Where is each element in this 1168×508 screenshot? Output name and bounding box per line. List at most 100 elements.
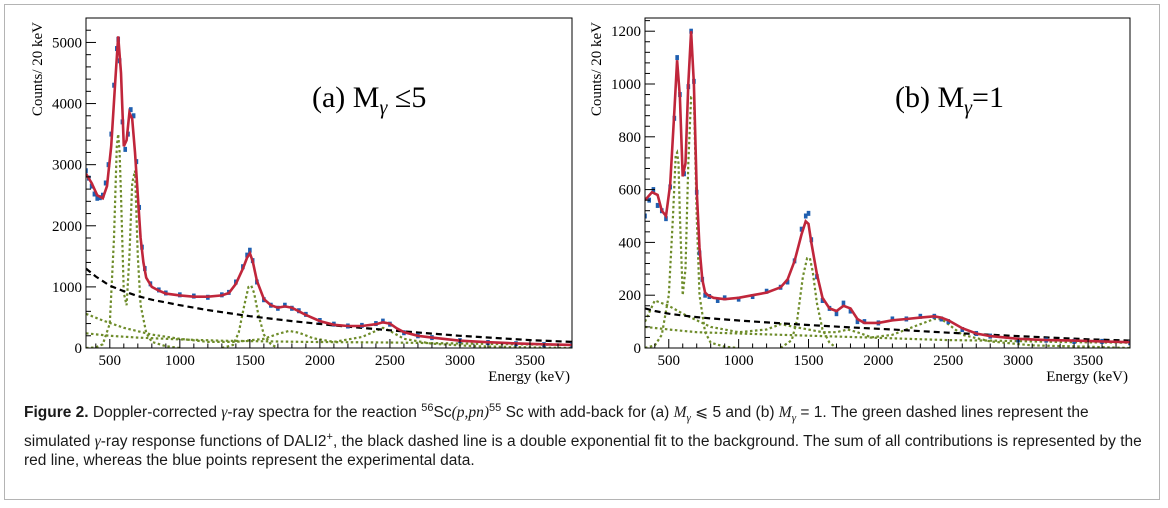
data-point	[799, 226, 804, 232]
x-axis-title: Energy (keV)	[1046, 369, 1128, 385]
y-tick-label: 400	[619, 235, 642, 251]
data-point	[103, 180, 108, 186]
response-function-line	[779, 257, 838, 348]
y-axis-title: Counts/ 20 keV	[589, 22, 605, 116]
y-tick-label: 800	[619, 130, 642, 146]
data-point	[806, 210, 811, 216]
response-function-line	[645, 325, 1130, 344]
data-point	[131, 113, 136, 119]
data-point	[129, 107, 133, 113]
response-function-line	[86, 133, 180, 348]
total-fit-line	[645, 31, 1130, 344]
panel-label-subscript: γ	[379, 97, 388, 119]
caption-text: Doppler-corrected γ-ray spectra for the …	[24, 402, 1142, 470]
data-point	[722, 295, 727, 301]
data-point	[645, 213, 647, 219]
data-point	[92, 191, 97, 197]
caption-segment: Sc	[433, 404, 452, 422]
caption-segment: +	[326, 431, 333, 444]
caption-segment: M	[778, 404, 792, 422]
data-point	[95, 195, 100, 201]
data-point	[736, 296, 741, 302]
caption-segment: γ	[686, 412, 691, 425]
caption-segment: M	[673, 404, 687, 422]
data-point	[841, 300, 846, 306]
x-tick-label: 2500	[933, 353, 963, 369]
x-tick-label: 1500	[794, 353, 824, 369]
figure-plots: 500 1000 1500 2000 2500 3000 35000100020003000…	[30, 17, 1131, 385]
caption-segment: 55	[489, 402, 502, 414]
panel-label-condition: =1	[972, 81, 1004, 114]
total-fit-line	[86, 36, 572, 347]
x-tick-label: 500	[658, 353, 681, 369]
caption-segment: Sc with add-back for (a)	[501, 404, 674, 422]
x-tick-label: 2500	[375, 353, 405, 369]
data-point	[855, 319, 860, 325]
response-function-line	[86, 332, 572, 346]
caption-label: Figure 2.	[24, 404, 89, 422]
y-tick-label: 0	[75, 341, 83, 357]
response-function-line	[86, 312, 572, 348]
y-axis-title: Counts/ 20 keV	[30, 22, 46, 116]
x-axis-title: Energy (keV)	[488, 369, 570, 385]
panel-label-main: (b) M	[895, 81, 964, 114]
data-point	[675, 55, 679, 61]
x-tick-label: 3500	[1073, 353, 1103, 369]
caption-segment: = 1. The green dashed lines represent th…	[24, 404, 1089, 451]
data-point	[803, 213, 808, 219]
y-tick-label: 200	[619, 288, 642, 304]
data-point	[664, 216, 668, 222]
y-tick-label: 1000	[611, 77, 641, 93]
y-tick-label: 3000	[52, 158, 82, 174]
data-point	[890, 316, 895, 322]
x-tick-label: 500	[99, 353, 122, 369]
x-tick-label: 2000	[305, 353, 335, 369]
data-point	[820, 297, 825, 303]
caption-segment: 56	[421, 402, 434, 414]
spectrum-panel-b: 500 1000 1500 2000 2500 3000 3500 0 200 400 600 800…	[589, 17, 1131, 385]
panel-label: (b) Mγ=1	[895, 81, 1004, 119]
data-point	[715, 297, 720, 303]
caption-segment: γ	[791, 412, 797, 425]
caption-segment: γ	[94, 433, 101, 451]
caption-segment: , the black dashed line is a double expo…	[24, 433, 1142, 470]
y-tick-label: 5000	[52, 35, 82, 51]
x-tick-label: 1000	[724, 353, 754, 369]
y-tick-label: 2000	[52, 219, 82, 235]
data-point	[848, 308, 853, 314]
panel-label: (a) Mγ ≤5	[312, 81, 426, 119]
y-tick-label: 600	[619, 183, 642, 199]
plot-frame	[644, 17, 1131, 349]
x-tick-label: 1500	[235, 353, 265, 369]
spectrum-panel-a: 500 1000 1500 2000 2500 3000 3500 0 1000 2000 3000…	[30, 17, 573, 385]
data-point	[245, 252, 249, 258]
figure-caption: Figure 2. Doppler-corrected γ-ray spectr…	[24, 399, 1144, 470]
background-fit-line	[86, 267, 572, 343]
data-point	[834, 311, 839, 317]
x-tick-label: 3500	[515, 353, 545, 369]
figure-frame	[4, 4, 1160, 500]
data-point	[703, 292, 707, 298]
data-point	[655, 202, 660, 208]
data-point	[86, 168, 88, 174]
x-tick-label: 3000	[1003, 353, 1033, 369]
x-tick-label: 2000	[863, 353, 893, 369]
caption-segment: γ	[221, 404, 228, 422]
response-function-line	[221, 284, 279, 348]
y-tick-label: 1200	[611, 24, 641, 40]
data-point	[248, 247, 252, 253]
data-point	[123, 146, 128, 152]
x-tick-label: 1000	[165, 353, 195, 369]
data-point	[750, 294, 755, 300]
y-tick-label: 1000	[52, 280, 82, 296]
caption-segment: ⩽ 5 and (b)	[690, 404, 779, 422]
caption-segment: -ray response functions of DALI2	[100, 433, 327, 451]
x-tick-label: 3000	[445, 353, 475, 369]
caption-segment: (p,pn)	[451, 404, 490, 422]
y-tick-label: 0	[634, 341, 642, 357]
caption-segment: Doppler-corrected	[88, 404, 222, 422]
plot-frame	[85, 17, 573, 349]
background-fit-line	[645, 307, 1130, 342]
panel-label-condition: ≤5	[387, 81, 426, 114]
panel-label-subscript: γ	[964, 97, 973, 119]
